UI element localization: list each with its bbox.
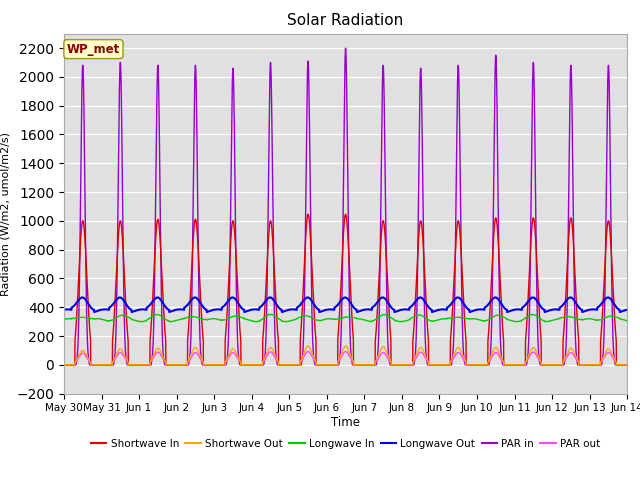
- Shortwave Out: [623, 362, 630, 368]
- PAR in: [441, 362, 449, 368]
- Longwave Out: [623, 307, 631, 312]
- Shortwave In: [504, 362, 512, 368]
- Longwave In: [166, 319, 174, 324]
- PAR out: [441, 362, 449, 368]
- PAR in: [342, 45, 349, 51]
- PAR out: [472, 362, 480, 368]
- PAR out: [623, 362, 631, 368]
- Longwave In: [504, 317, 512, 323]
- Shortwave In: [60, 362, 68, 368]
- Shortwave In: [161, 332, 169, 337]
- Legend: Shortwave In, Shortwave Out, Longwave In, Longwave Out, PAR in, PAR out: Shortwave In, Shortwave Out, Longwave In…: [86, 435, 605, 453]
- Text: WP_met: WP_met: [67, 43, 120, 56]
- PAR out: [623, 362, 630, 368]
- Shortwave Out: [60, 362, 68, 368]
- PAR in: [504, 362, 512, 368]
- Longwave In: [623, 318, 630, 324]
- Line: Longwave In: Longwave In: [64, 314, 627, 322]
- Longwave Out: [504, 309, 512, 314]
- Line: PAR in: PAR in: [64, 48, 627, 365]
- Shortwave In: [623, 362, 630, 368]
- Line: PAR out: PAR out: [64, 351, 627, 365]
- PAR out: [504, 362, 512, 368]
- Shortwave Out: [161, 359, 169, 364]
- Shortwave Out: [441, 362, 449, 368]
- PAR out: [304, 348, 312, 354]
- Line: Longwave Out: Longwave Out: [64, 298, 627, 312]
- Longwave In: [161, 316, 169, 322]
- Shortwave Out: [304, 343, 312, 349]
- Longwave In: [60, 317, 68, 323]
- Longwave Out: [316, 309, 323, 315]
- Shortwave In: [325, 362, 333, 368]
- Shortwave Out: [504, 362, 512, 368]
- Longwave Out: [441, 307, 449, 312]
- Shortwave Out: [623, 362, 631, 368]
- Line: Shortwave In: Shortwave In: [64, 215, 627, 365]
- PAR in: [161, 362, 169, 368]
- PAR in: [623, 362, 630, 368]
- Longwave Out: [623, 307, 630, 312]
- Shortwave Out: [325, 362, 333, 368]
- Shortwave In: [623, 362, 631, 368]
- Line: Shortwave Out: Shortwave Out: [64, 346, 627, 365]
- Longwave Out: [60, 307, 68, 312]
- Longwave In: [623, 318, 631, 324]
- Title: Solar Radiation: Solar Radiation: [287, 13, 404, 28]
- PAR out: [60, 362, 68, 368]
- Longwave In: [325, 316, 333, 322]
- Longwave Out: [325, 307, 333, 312]
- Shortwave Out: [472, 362, 480, 368]
- Longwave In: [267, 312, 275, 317]
- PAR in: [60, 362, 68, 368]
- Longwave Out: [417, 295, 424, 300]
- Shortwave In: [304, 212, 312, 217]
- PAR in: [472, 362, 480, 368]
- Longwave Out: [161, 303, 169, 309]
- X-axis label: Time: Time: [331, 416, 360, 429]
- Y-axis label: Radiation (W/m2, umol/m2/s): Radiation (W/m2, umol/m2/s): [1, 132, 11, 296]
- Longwave In: [441, 316, 449, 322]
- PAR out: [161, 360, 169, 365]
- PAR in: [623, 362, 631, 368]
- PAR out: [325, 362, 333, 368]
- PAR in: [324, 362, 332, 368]
- Longwave Out: [472, 307, 480, 313]
- Shortwave In: [441, 362, 449, 368]
- Longwave In: [472, 316, 480, 322]
- Shortwave In: [472, 362, 480, 368]
